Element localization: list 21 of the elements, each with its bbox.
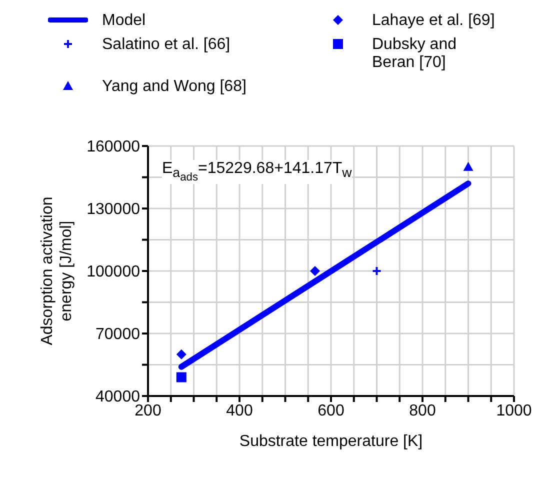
- point: [310, 266, 320, 276]
- point: [176, 372, 186, 382]
- x-tick-label: 800: [409, 402, 436, 420]
- legend-label: Model: [102, 12, 146, 30]
- legend-label: Lahaye et al. [69]: [372, 12, 495, 30]
- point: [176, 349, 186, 360]
- y-tick-label: 160000: [86, 138, 140, 156]
- legend-label: Salatino et al. [66]: [102, 36, 230, 54]
- x-tick-label: 200: [134, 402, 162, 420]
- legend-label: Yang and Wong [68]: [102, 78, 246, 96]
- x-axis-title: Substrate temperature [K]: [239, 433, 423, 450]
- x-tick-label: 1000: [496, 402, 532, 420]
- annotation: E$_{a}$$_{ads}$=15229.68+141.17T$_{w}$: [162, 160, 352, 184]
- x-tick-label: 400: [226, 402, 253, 420]
- y-tick-label: 70000: [96, 326, 140, 344]
- y-tick-label: 100000: [86, 264, 140, 281]
- x-tick-label: 600: [318, 402, 344, 420]
- y-axis-title: Adsorption activation energy [J/mol]: [39, 196, 75, 346]
- y-tick-label: 130000: [86, 201, 140, 218]
- point: [463, 162, 474, 171]
- legend-label: Dubsky and Beran [70]: [372, 36, 458, 72]
